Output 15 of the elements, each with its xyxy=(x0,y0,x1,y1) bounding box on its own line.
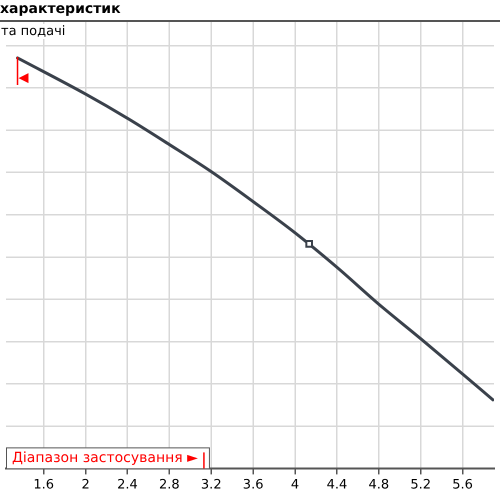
x-tick-label: 4.8 xyxy=(368,478,390,493)
x-tick-label: 2.8 xyxy=(159,478,180,493)
chart-title: характеристик xyxy=(0,0,500,22)
x-tick-label: 3.2 xyxy=(200,478,222,493)
x-tick-label: 4 xyxy=(290,478,300,493)
x-tick-label: 4.4 xyxy=(326,478,348,493)
x-tick-label: 3.6 xyxy=(242,478,264,493)
x-tick-label: 2.4 xyxy=(117,478,138,493)
x-tick-label: 1.6 xyxy=(33,478,54,493)
x-tick-label: 2 xyxy=(81,478,90,493)
chart-subtitle: та подачі xyxy=(1,24,66,39)
ref-line-label: ◀ xyxy=(18,70,29,86)
ref-line-label: Діапазон застосування ► xyxy=(12,450,198,466)
x-tick-label: 5.2 xyxy=(410,478,432,493)
x-tick-label: 5.6 xyxy=(452,478,473,493)
